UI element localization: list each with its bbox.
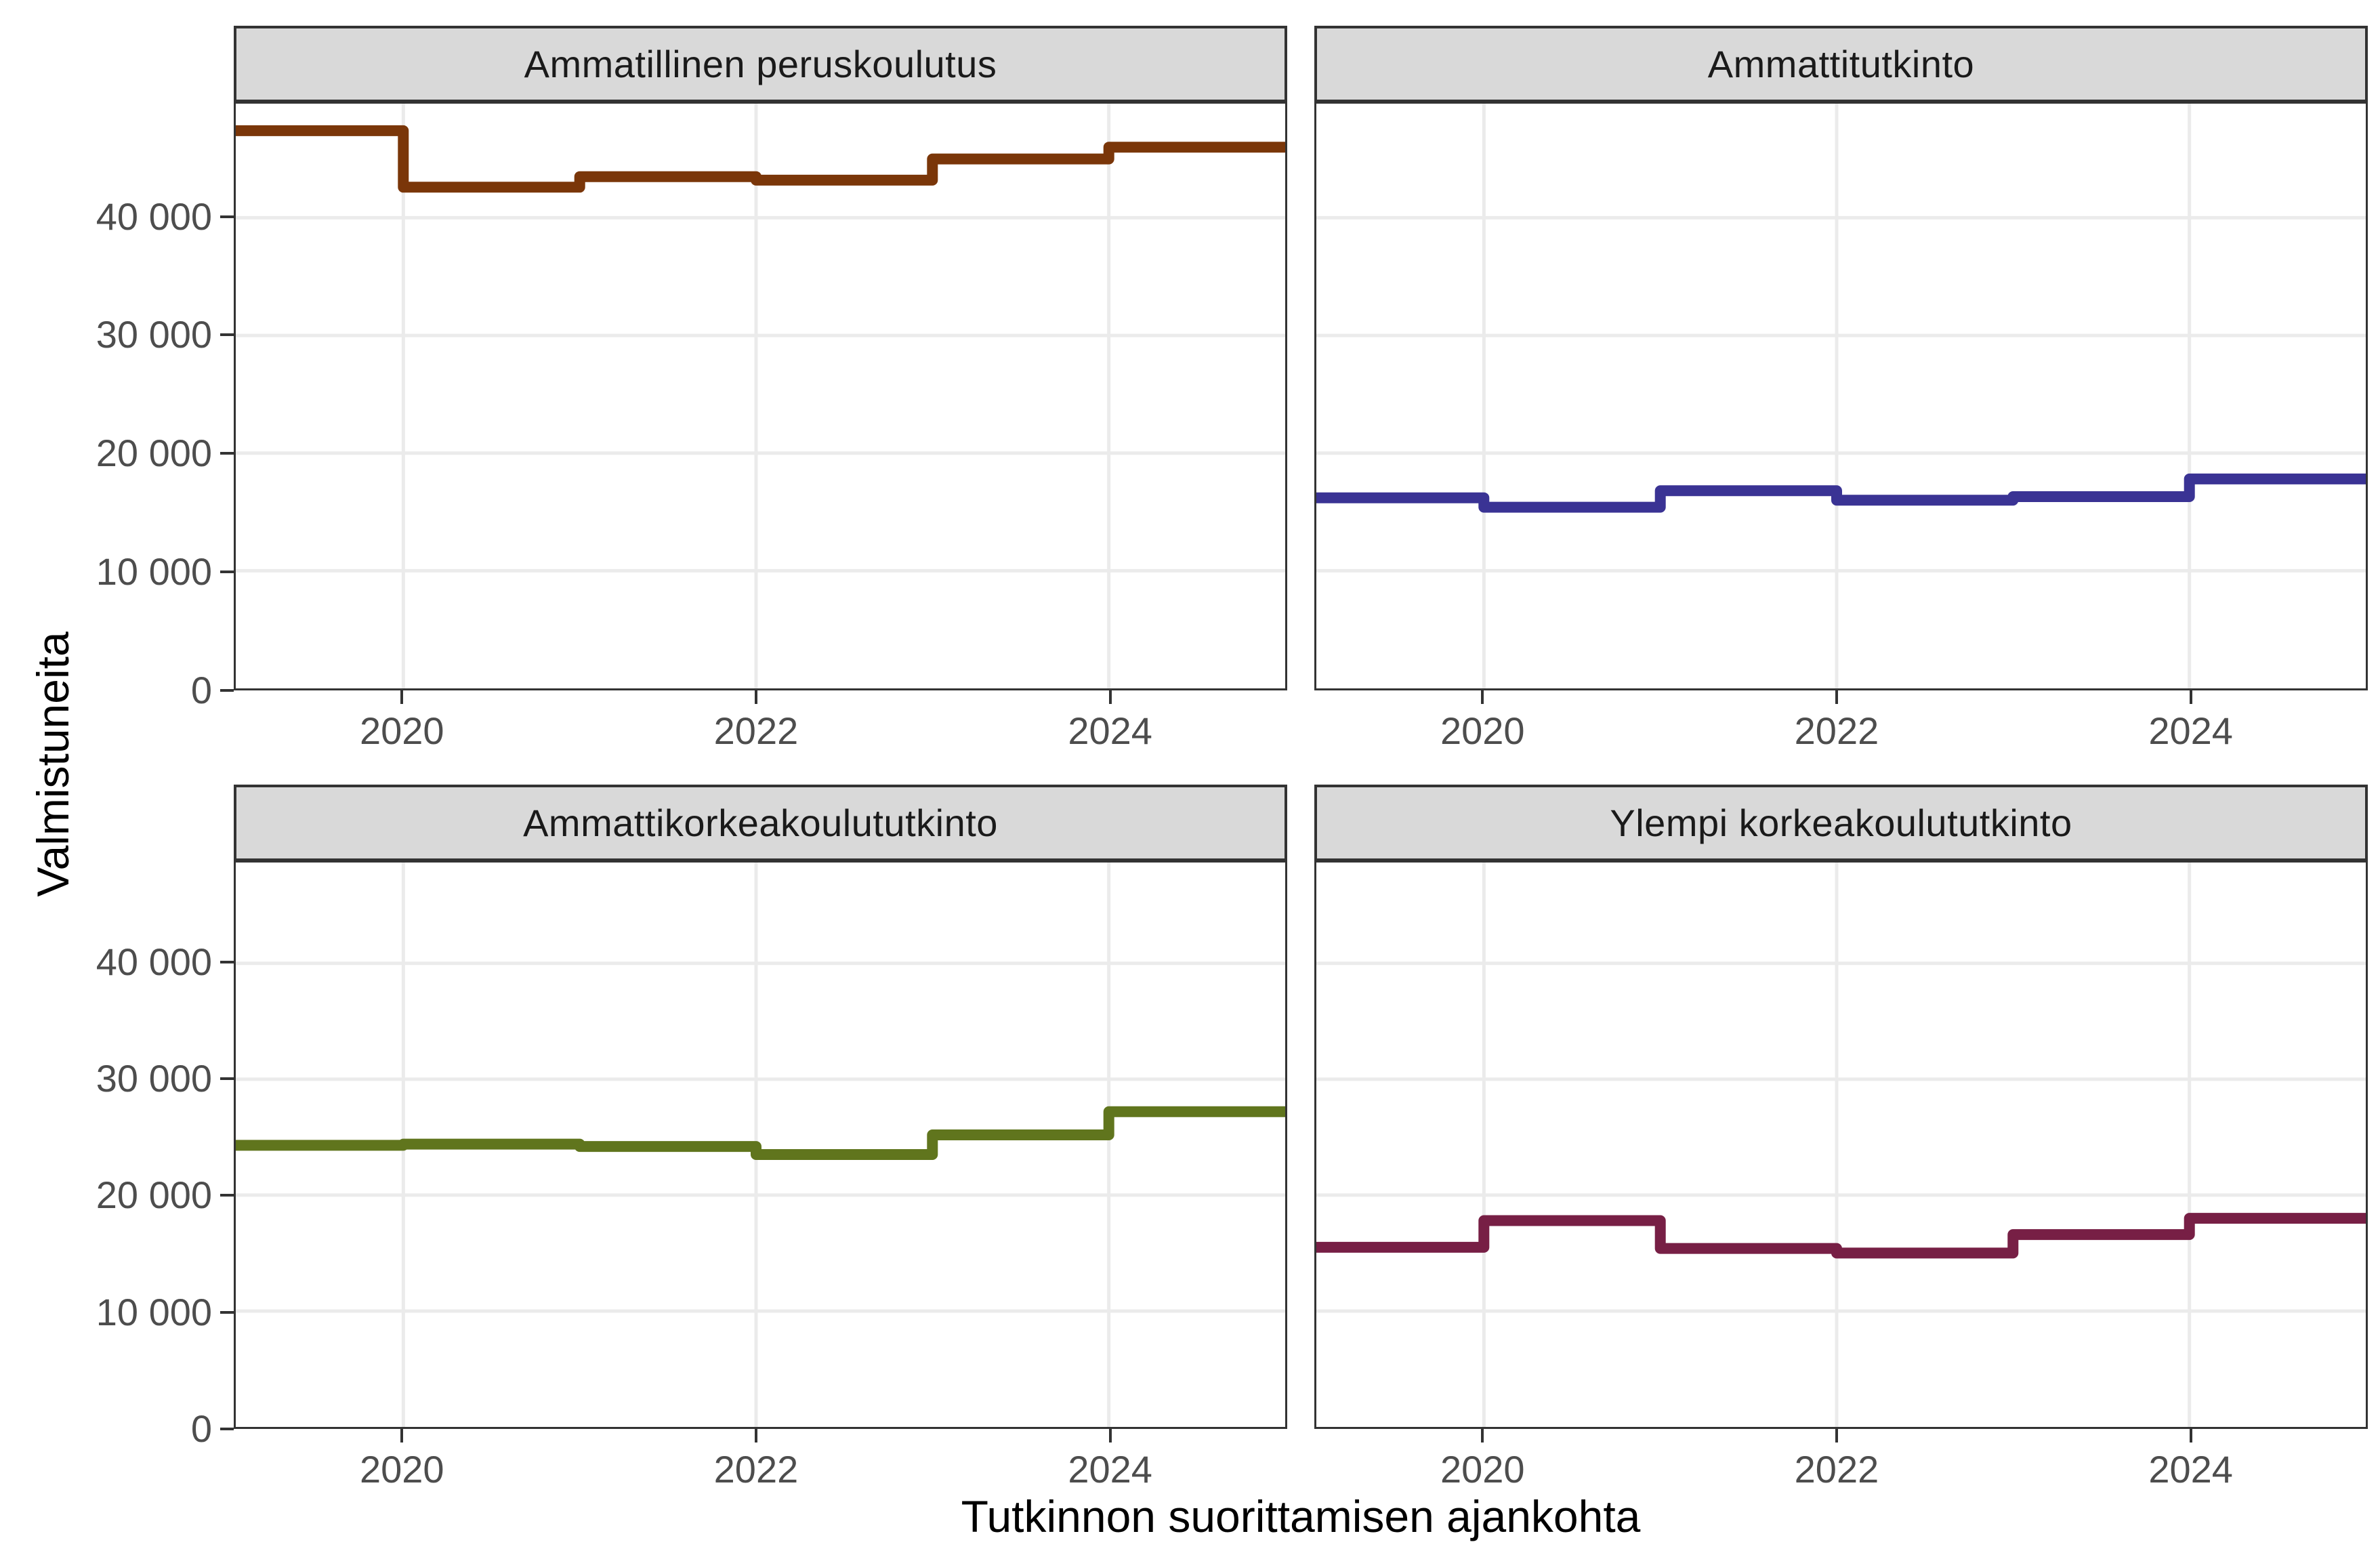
y-tick-mark bbox=[220, 1077, 234, 1081]
y-tick-label: 10 000 bbox=[96, 1290, 212, 1333]
facet-ammattikorkeakoulututkinto: Ammattikorkeakoulututkinto bbox=[234, 785, 1287, 1429]
x-tick-mark bbox=[1481, 690, 1484, 704]
facet-strip-ammattitutkinto: Ammattitutkinto bbox=[1314, 26, 2368, 102]
y-tick-mark bbox=[220, 1310, 234, 1314]
facet-strip-ammattikorkeakoulututkinto: Ammattikorkeakoulututkinto bbox=[234, 785, 1287, 860]
step-plot-canvas bbox=[1316, 104, 2366, 688]
y-tick-mark bbox=[220, 689, 234, 692]
y-tick-mark bbox=[220, 452, 234, 455]
facet-ylempi-korkeakoulututkinto: Ylempi korkeakoulututkinto bbox=[1314, 785, 2368, 1429]
y-tick-label: 0 bbox=[190, 669, 212, 711]
x-tick-label: 2024 bbox=[2148, 709, 2233, 752]
y-tick-label: 30 000 bbox=[96, 313, 212, 356]
y-tick-label: 0 bbox=[190, 1407, 212, 1450]
y-tick-mark bbox=[220, 333, 234, 337]
x-tick-label: 2022 bbox=[1794, 709, 1879, 752]
x-tick-mark bbox=[1108, 1429, 1112, 1442]
facet-title: Ammattitutkinto bbox=[1707, 43, 1975, 85]
x-tick-label: 2020 bbox=[359, 709, 444, 752]
facet-strip-ylempi-korkeakoulututkinto: Ylempi korkeakoulututkinto bbox=[1314, 785, 2368, 860]
x-tick-mark bbox=[400, 1429, 404, 1442]
x-tick-label: 2022 bbox=[713, 1448, 799, 1491]
x-tick-mark bbox=[1108, 690, 1112, 704]
x-tick-mark bbox=[1835, 1429, 1838, 1442]
x-axis-title: Tutkinnon suorittamisen ajankohta bbox=[961, 1491, 1641, 1541]
y-tick-mark bbox=[220, 215, 234, 218]
facet-title: Ylempi korkeakoulututkinto bbox=[1610, 802, 2072, 844]
facet-plot-ammattitutkinto bbox=[1314, 102, 2368, 690]
x-tick-label: 2020 bbox=[359, 1448, 444, 1491]
y-tick-label: 30 000 bbox=[96, 1057, 212, 1100]
y-tick-mark bbox=[220, 960, 234, 963]
facet-ammattitutkinto: Ammattitutkinto bbox=[1314, 26, 2368, 690]
x-tick-mark bbox=[400, 690, 404, 704]
facet-ammatillinen-peruskoulutus: Ammatillinen peruskoulutus bbox=[234, 26, 1287, 690]
facet-title: Ammattikorkeakoulututkinto bbox=[523, 802, 998, 844]
x-tick-label: 2024 bbox=[1068, 1448, 1152, 1491]
facet-plot-ammattikorkeakoulututkinto bbox=[234, 860, 1287, 1429]
step-plot-canvas bbox=[236, 863, 1285, 1427]
x-tick-label: 2020 bbox=[1440, 709, 1525, 752]
step-plot-canvas bbox=[1316, 863, 2366, 1427]
x-tick-mark bbox=[754, 1429, 757, 1442]
step-line bbox=[1316, 1213, 2366, 1259]
step-line bbox=[1316, 473, 2366, 513]
x-tick-mark bbox=[754, 690, 757, 704]
x-tick-mark bbox=[2189, 1429, 2192, 1442]
x-tick-label: 2022 bbox=[713, 709, 799, 752]
step-plot-canvas bbox=[236, 104, 1285, 688]
x-tick-label: 2022 bbox=[1794, 1448, 1879, 1491]
y-tick-label: 10 000 bbox=[96, 550, 212, 594]
facet-plot-ylempi-korkeakoulututkinto bbox=[1314, 860, 2368, 1429]
x-tick-mark bbox=[1835, 690, 1838, 704]
y-tick-mark bbox=[220, 570, 234, 574]
facet-strip-ammatillinen-peruskoulutus: Ammatillinen peruskoulutus bbox=[234, 26, 1287, 102]
x-tick-label: 2024 bbox=[2148, 1448, 2233, 1491]
y-tick-mark bbox=[220, 1428, 234, 1430]
facet-plot-ammatillinen-peruskoulutus bbox=[234, 102, 1287, 690]
y-tick-label: 40 000 bbox=[96, 940, 212, 983]
facet-title: Ammatillinen peruskoulutus bbox=[524, 43, 997, 85]
x-tick-label: 2020 bbox=[1440, 1448, 1525, 1491]
x-tick-mark bbox=[1481, 1429, 1484, 1442]
x-tick-mark bbox=[2189, 690, 2192, 704]
y-tick-label: 20 000 bbox=[96, 1174, 212, 1217]
step-line bbox=[236, 1106, 1285, 1160]
x-tick-label: 2024 bbox=[1068, 709, 1152, 752]
y-tick-label: 20 000 bbox=[96, 432, 212, 475]
y-tick-label: 40 000 bbox=[96, 194, 212, 238]
y-tick-mark bbox=[220, 1194, 234, 1197]
step-line bbox=[236, 125, 1285, 193]
